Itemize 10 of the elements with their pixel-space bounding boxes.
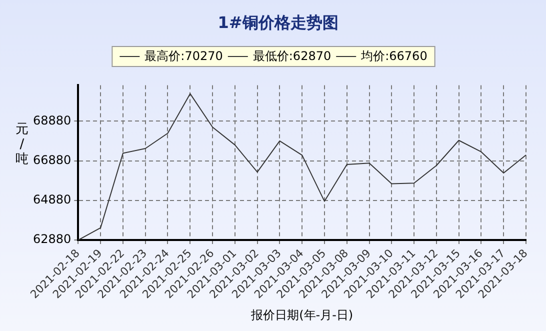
y-tick-label: 62880 <box>32 232 72 246</box>
y-tick-label: 66880 <box>32 152 72 167</box>
y-tick-label: 68880 <box>32 113 72 128</box>
x-axis-title: 报价日期(年-月-日) <box>250 308 354 322</box>
chart-title: 1#铜价格走势图 <box>218 12 338 32</box>
text: 均价:66760 <box>360 49 428 64</box>
text: 最低价:62870 <box>252 49 332 64</box>
y-axis-title: 元/吨 <box>14 122 30 167</box>
y-tick-label: 64880 <box>32 192 72 206</box>
text: 最高价:70270 <box>144 49 223 64</box>
